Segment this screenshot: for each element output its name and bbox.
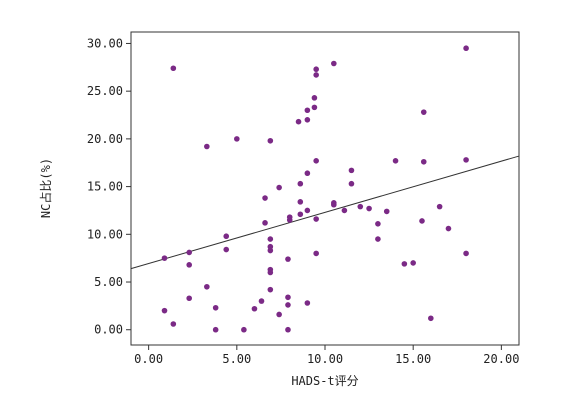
- data-point: [419, 218, 425, 224]
- data-point: [463, 250, 469, 257]
- x-tick-label: 15.00: [395, 352, 431, 366]
- data-point: [297, 180, 304, 187]
- data-point: [186, 249, 192, 256]
- data-point: [267, 269, 274, 276]
- regression-line-group: [130, 155, 520, 270]
- data-point: [161, 307, 168, 314]
- x-tick-label: 20.00: [483, 352, 519, 366]
- data-point: [428, 315, 434, 322]
- data-point: [436, 203, 443, 210]
- data-point: [223, 233, 230, 240]
- data-point: [234, 136, 240, 142]
- data-point: [304, 107, 311, 114]
- data-point: [297, 211, 304, 218]
- data-point: [313, 72, 319, 78]
- data-point: [170, 321, 177, 327]
- data-point: [357, 203, 364, 210]
- data-point: [313, 158, 319, 164]
- y-axis-title: NC占比(%): [38, 158, 53, 218]
- data-point: [267, 286, 274, 293]
- data-point: [241, 326, 247, 333]
- y-tick-label: 15.00: [87, 180, 123, 194]
- data-point: [285, 302, 291, 308]
- data-point: [313, 216, 319, 222]
- x-axis-title: HADS-t评分: [291, 374, 358, 388]
- data-point: [463, 45, 469, 52]
- data-point: [331, 201, 337, 208]
- y-tick-label: 0.00: [94, 323, 123, 337]
- data-point: [341, 207, 348, 214]
- y-tick-label: 30.00: [87, 36, 123, 50]
- y-tick-label: 5.00: [94, 275, 123, 289]
- y-tick-label: 25.00: [87, 84, 123, 98]
- data-point: [285, 256, 291, 262]
- data-point: [286, 217, 293, 223]
- data-point: [313, 66, 319, 73]
- data-point: [267, 137, 274, 144]
- data-point: [311, 95, 318, 101]
- plot-frame: [130, 31, 520, 346]
- data-point: [285, 294, 291, 301]
- data-point: [304, 116, 311, 123]
- data-point: [297, 199, 304, 205]
- data-point: [311, 104, 318, 111]
- data-point: [204, 143, 210, 150]
- data-point: [366, 205, 372, 212]
- data-point: [410, 260, 416, 266]
- data-point: [295, 118, 302, 125]
- data-point: [348, 180, 355, 187]
- data-point: [304, 300, 311, 306]
- data-point: [170, 65, 177, 72]
- data-point: [161, 255, 168, 261]
- data-point: [331, 60, 337, 67]
- data-point: [212, 326, 219, 333]
- data-point: [276, 311, 282, 318]
- data-point: [420, 109, 427, 115]
- x-tick-label: 5.00: [222, 352, 251, 366]
- x-tick-label: 0.00: [134, 352, 163, 366]
- data-point: [285, 326, 291, 333]
- data-point: [223, 246, 230, 253]
- data-point: [276, 184, 282, 191]
- data-point: [258, 298, 265, 304]
- x-axis: 0.00 5.00 10.00 15.00 20.00: [134, 345, 519, 366]
- data-point: [186, 295, 192, 302]
- data-point: [375, 236, 381, 242]
- data-point: [383, 208, 390, 215]
- data-point: [401, 261, 408, 267]
- y-tick-label: 20.00: [87, 132, 123, 146]
- data-point: [186, 262, 192, 268]
- data-point: [212, 304, 219, 311]
- data-point: [463, 157, 469, 163]
- data-point: [313, 250, 319, 257]
- y-tick-label: 10.00: [87, 227, 123, 241]
- data-point: [420, 158, 427, 165]
- data-point: [262, 195, 268, 201]
- data-point: [375, 221, 381, 227]
- x-tick-label: 10.00: [307, 352, 343, 366]
- data-point: [445, 225, 452, 232]
- data-points: [161, 45, 469, 333]
- data-point: [348, 167, 355, 174]
- y-axis: 0.00 5.00 10.00 15.00 20.00 25.00 30.00: [87, 36, 131, 337]
- regression-line: [130, 155, 520, 270]
- data-point: [267, 236, 274, 242]
- data-point: [304, 207, 311, 214]
- data-point: [251, 305, 258, 312]
- data-point: [392, 158, 399, 164]
- data-point: [204, 283, 210, 290]
- data-point: [304, 170, 311, 177]
- data-point: [262, 220, 268, 226]
- data-point: [267, 247, 274, 254]
